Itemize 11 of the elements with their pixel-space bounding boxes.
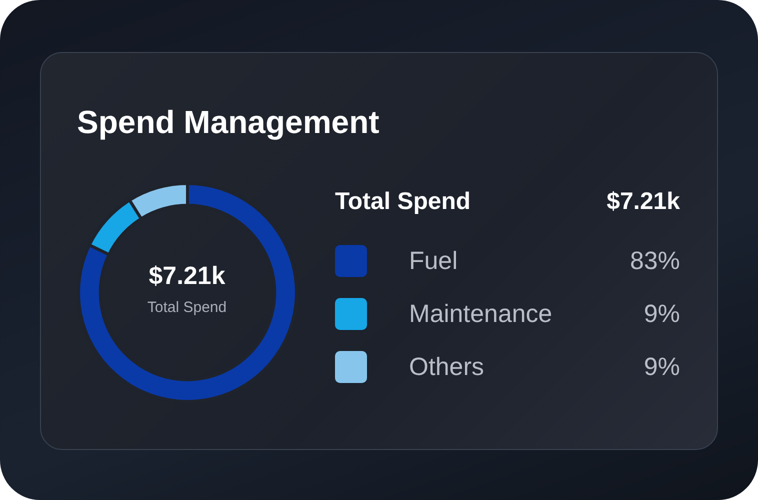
text: Total Spend	[146, 299, 228, 316]
data-label: 9%	[644, 300, 680, 328]
text: $7.21k	[606, 188, 680, 215]
legend-label: Maintenance	[409, 300, 554, 328]
chart-title: Spend Management	[77, 104, 380, 141]
legend-label: Others	[409, 352, 486, 382]
text: $7.21k	[148, 262, 226, 291]
legend-title: Total Spend	[335, 188, 471, 217]
legend-label: Fuel	[409, 246, 459, 276]
data-label: 83%	[630, 246, 680, 276]
data-label: 9%	[644, 352, 680, 382]
